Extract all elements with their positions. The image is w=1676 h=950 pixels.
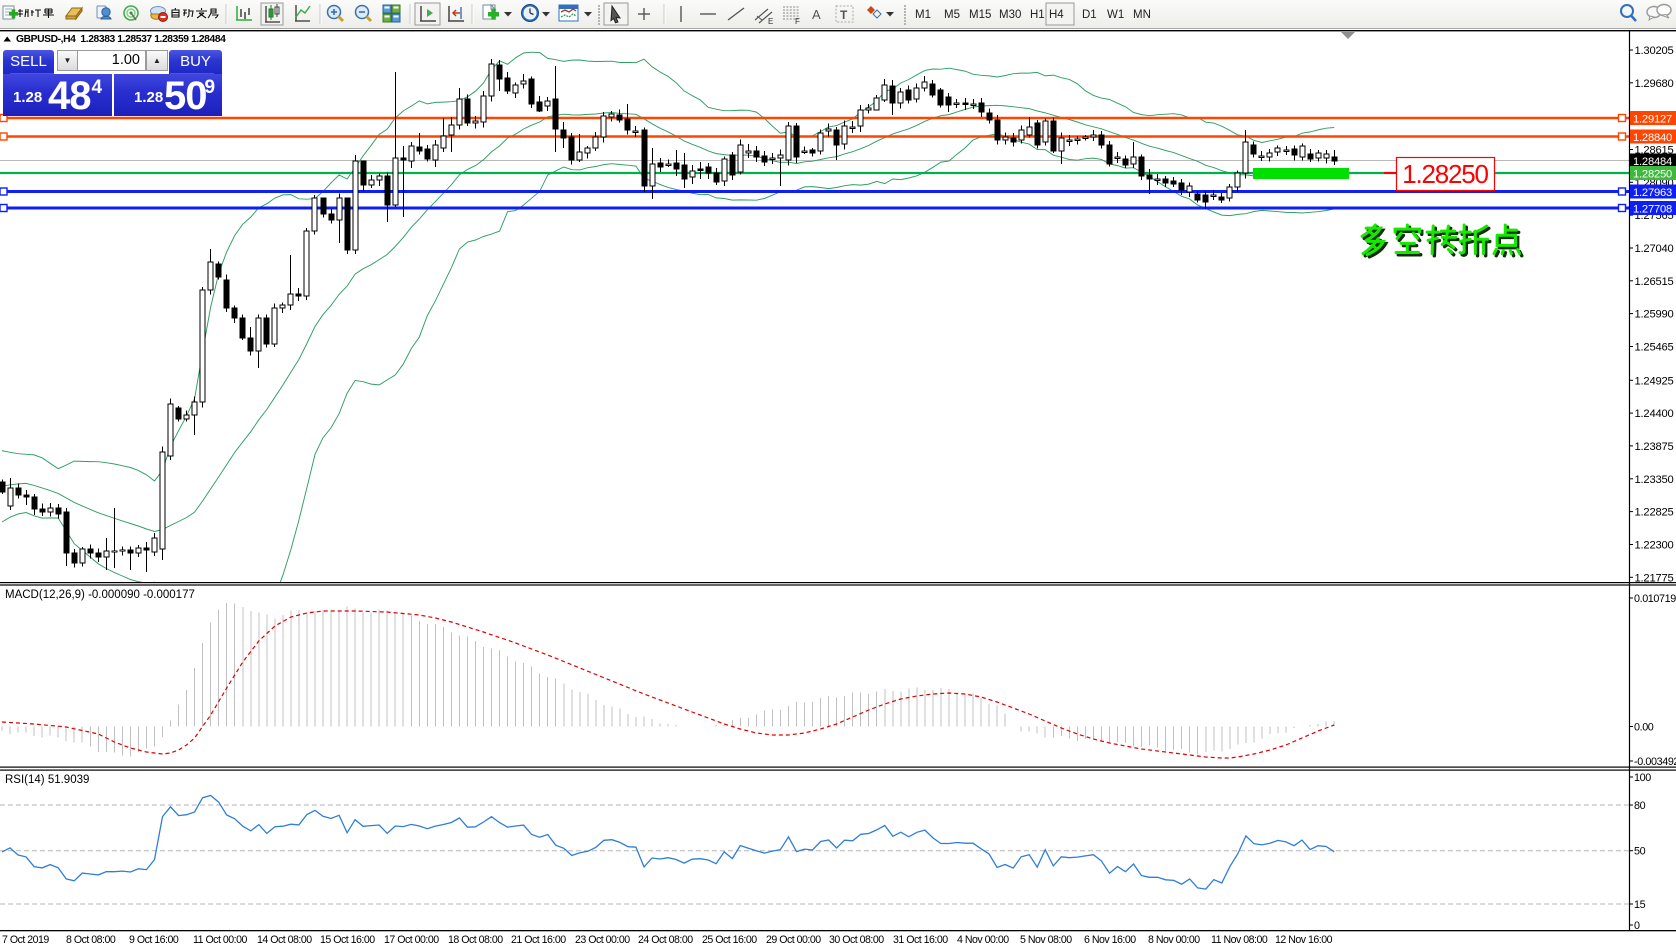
svg-text:31 Oct 16:00: 31 Oct 16:00 [893, 934, 948, 946]
svg-text:-0.003492: -0.003492 [1634, 756, 1676, 768]
svg-text:15: 15 [1634, 899, 1646, 911]
svg-text:E: E [768, 17, 773, 26]
svg-text:RSI(14) 51.9039: RSI(14) 51.9039 [5, 774, 89, 786]
svg-text:12 Nov 16:00: 12 Nov 16:00 [1275, 934, 1333, 946]
svg-text:14 Oct 08:00: 14 Oct 08:00 [257, 934, 312, 946]
svg-text:18 Oct 08:00: 18 Oct 08:00 [448, 934, 503, 946]
svg-text:T: T [840, 8, 848, 22]
svg-text:1.21775: 1.21775 [1635, 572, 1674, 584]
svg-text:M15: M15 [969, 9, 991, 21]
svg-text:1.28250: 1.28250 [1402, 159, 1488, 189]
svg-text:1.22300: 1.22300 [1635, 540, 1674, 552]
svg-text:1.30205: 1.30205 [1635, 45, 1674, 57]
svg-text:1.25990: 1.25990 [1635, 309, 1674, 321]
svg-text:17 Oct 00:00: 17 Oct 00:00 [384, 934, 439, 946]
svg-text:1.29127: 1.29127 [1633, 114, 1672, 126]
svg-text:1.24400: 1.24400 [1635, 408, 1674, 420]
svg-text:0: 0 [1634, 920, 1640, 932]
svg-text:15 Oct 16:00: 15 Oct 16:00 [320, 934, 375, 946]
svg-text:A: A [812, 7, 821, 22]
svg-text:1.23350: 1.23350 [1635, 474, 1674, 486]
svg-text:6 Nov 16:00: 6 Nov 16:00 [1084, 934, 1136, 946]
svg-text:7 Oct 2019: 7 Oct 2019 [2, 934, 49, 946]
svg-text:8 Oct 08:00: 8 Oct 08:00 [66, 934, 116, 946]
svg-text:11 Nov 08:00: 11 Nov 08:00 [1211, 934, 1268, 946]
svg-text:H4: H4 [1049, 9, 1064, 21]
svg-text:8 Nov 00:00: 8 Nov 00:00 [1148, 934, 1200, 946]
svg-text:1.27963: 1.27963 [1633, 187, 1672, 199]
svg-text:29 Oct 00:00: 29 Oct 00:00 [766, 934, 821, 946]
svg-text:1.28840: 1.28840 [1633, 132, 1672, 144]
svg-text:1.27708: 1.27708 [1633, 204, 1672, 216]
svg-text:5 Nov 08:00: 5 Nov 08:00 [1020, 934, 1072, 946]
svg-text:M30: M30 [999, 9, 1021, 21]
svg-text:MACD(12,26,9) -0.000090 -0.000: MACD(12,26,9) -0.000090 -0.000177 [5, 589, 195, 601]
svg-text:23 Oct 00:00: 23 Oct 00:00 [575, 934, 630, 946]
svg-text:30 Oct 08:00: 30 Oct 08:00 [829, 934, 884, 946]
svg-text:1.28484: 1.28484 [1633, 156, 1672, 168]
svg-text:1.28250: 1.28250 [1633, 169, 1672, 181]
svg-text:1.26515: 1.26515 [1635, 276, 1674, 288]
svg-text:GBPUSD-,H4 1.28383 1.28537 1.: GBPUSD-,H4 1.28383 1.28537 1.28359 1.284… [16, 34, 226, 45]
svg-text:11 Oct 00:00: 11 Oct 00:00 [193, 934, 247, 946]
svg-text:25 Oct 16:00: 25 Oct 16:00 [702, 934, 757, 946]
svg-text:4 Nov 00:00: 4 Nov 00:00 [957, 934, 1009, 946]
svg-text:1.22825: 1.22825 [1635, 507, 1674, 519]
svg-text:9 Oct 16:00: 9 Oct 16:00 [129, 934, 179, 946]
svg-text:1.29680: 1.29680 [1635, 78, 1674, 90]
svg-text:0.010719: 0.010719 [1634, 593, 1676, 605]
svg-text:D1: D1 [1082, 9, 1097, 21]
svg-text:24 Oct 08:00: 24 Oct 08:00 [638, 934, 693, 946]
svg-text:M1: M1 [915, 9, 931, 21]
svg-text:H1: H1 [1030, 9, 1045, 21]
svg-text:1.24925: 1.24925 [1635, 375, 1674, 387]
svg-text:80: 80 [1634, 800, 1646, 812]
svg-text:100: 100 [1634, 772, 1651, 784]
svg-text:1.27040: 1.27040 [1635, 243, 1674, 255]
svg-text:1.25465: 1.25465 [1635, 342, 1674, 354]
svg-text:21 Oct 16:00: 21 Oct 16:00 [511, 934, 566, 946]
svg-text:MN: MN [1133, 9, 1151, 21]
svg-text:F: F [795, 17, 800, 26]
svg-text:1.23875: 1.23875 [1635, 441, 1674, 453]
svg-text:M5: M5 [944, 9, 960, 21]
svg-text:W1: W1 [1107, 9, 1124, 21]
svg-text:0.00: 0.00 [1634, 722, 1654, 734]
svg-text:50: 50 [1634, 846, 1646, 858]
